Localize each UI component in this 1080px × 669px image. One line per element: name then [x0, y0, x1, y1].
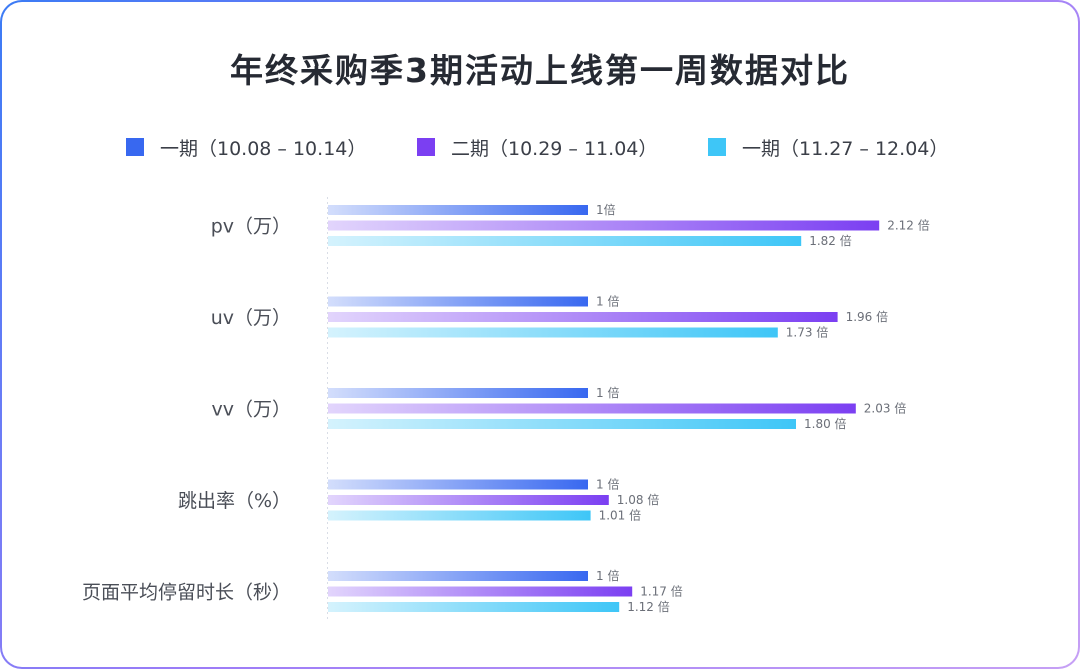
legend-item-series-2: 二期（10.29 – 11.04）	[417, 134, 657, 160]
bar	[328, 586, 633, 597]
bar	[328, 602, 620, 612]
bar-value-label: 1倍	[596, 202, 616, 217]
bar	[328, 312, 838, 322]
bar-value-label: 1 倍	[596, 385, 619, 400]
chart-title: 年终采购季3期活动上线第一周数据对比	[230, 51, 850, 90]
category-label: 跳出率（%）	[178, 490, 291, 512]
bar-value-label: 1.80 倍	[804, 416, 847, 431]
bar	[328, 419, 796, 429]
bar	[328, 220, 880, 231]
bar-value-label: 1 倍	[596, 294, 619, 309]
bar	[328, 571, 588, 581]
bar-value-label: 1.82 倍	[809, 233, 852, 248]
legend-item-series-3: 一期（11.27 – 12.04）	[708, 134, 948, 160]
bar-value-label: 1.12 倍	[627, 599, 670, 614]
bar-value-label: 1 倍	[596, 477, 619, 492]
legend-label-series-2: 二期（10.29 – 11.04）	[451, 137, 658, 160]
bar-value-label: 1.01 倍	[599, 508, 642, 523]
bar	[328, 205, 588, 215]
bar	[328, 510, 591, 521]
bar-value-label: 1 倍	[596, 568, 619, 583]
bar-value-label: 1.17 倍	[640, 584, 683, 599]
bar-value-label: 2.12 倍	[887, 218, 930, 233]
legend-swatch-series-3	[708, 138, 726, 156]
category-label: vv（万）	[212, 399, 292, 421]
bar	[328, 296, 588, 307]
category-label: 页面平均停留时长（秒）	[82, 582, 291, 604]
bar	[328, 403, 856, 414]
legend-swatch-series-2	[417, 138, 435, 156]
bar	[328, 388, 588, 398]
bar	[328, 236, 802, 246]
bar	[328, 495, 609, 505]
bar	[328, 479, 588, 490]
bar-value-label: 2.03 倍	[864, 401, 907, 416]
legend-label-series-3: 一期（11.27 – 12.04）	[742, 137, 949, 160]
bar	[328, 327, 778, 338]
legend-swatch-series-1	[126, 138, 144, 156]
category-label: uv（万）	[211, 307, 291, 329]
legend-item-series-1: 一期（10.08 – 10.14）	[126, 134, 366, 160]
legend-label-series-1: 一期（10.08 – 10.14）	[160, 137, 367, 160]
bar-value-label: 1.08 倍	[617, 492, 660, 507]
bar-value-label: 1.73 倍	[786, 325, 829, 340]
category-label: pv（万）	[211, 216, 291, 238]
bar-value-label: 1.96 倍	[846, 309, 889, 324]
